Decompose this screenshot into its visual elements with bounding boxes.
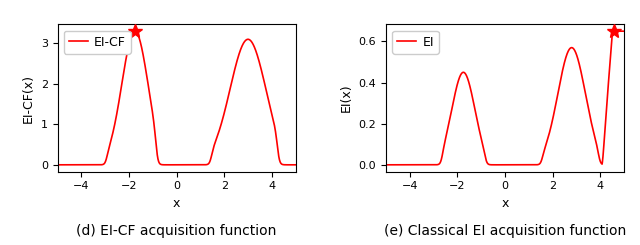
Legend: EI-CF: EI-CF xyxy=(64,31,131,54)
Y-axis label: EI(x): EI(x) xyxy=(340,84,353,112)
Legend: EI: EI xyxy=(392,31,439,54)
Text: (e) Classical EI acquisition function: (e) Classical EI acquisition function xyxy=(384,224,626,238)
X-axis label: x: x xyxy=(173,197,180,210)
X-axis label: x: x xyxy=(501,197,509,210)
Y-axis label: EI-CF(x): EI-CF(x) xyxy=(22,74,35,122)
Text: (d) EI-CF acquisition function: (d) EI-CF acquisition function xyxy=(76,224,276,238)
